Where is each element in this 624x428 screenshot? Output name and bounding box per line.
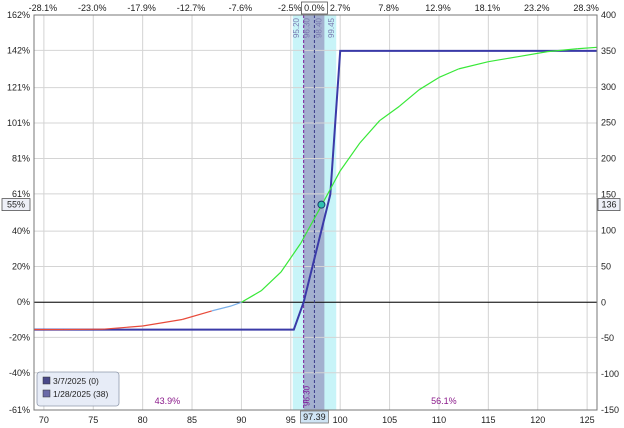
- right-tick-label-1: 350: [601, 46, 616, 56]
- left-tick-label-5: 61%: [12, 189, 30, 199]
- series-today-segment-10: [300, 207, 321, 244]
- right-tick-label-11: -150: [601, 405, 619, 415]
- top-tick-label-4: -7.6%: [229, 3, 253, 13]
- right-tick-label-3: 250: [601, 118, 616, 128]
- top-current-box: [301, 1, 328, 15]
- x-tick-label-105: 105: [382, 415, 397, 425]
- x-tick-label-95: 95: [286, 415, 296, 425]
- left-tick-label-6: 40%: [12, 226, 30, 236]
- right-tick-label-4: 200: [601, 154, 616, 164]
- right-tick-label-5: 150: [601, 190, 616, 200]
- series-today-segment-13: [359, 120, 381, 144]
- x-tick-label-115: 115: [481, 415, 495, 425]
- series-today-segment-19: [488, 56, 519, 63]
- right-tick-label-10: -100: [601, 369, 619, 379]
- legend-label-0: 3/7/2025 (0): [53, 376, 99, 386]
- x-tick-label-120: 120: [530, 415, 545, 425]
- top-tick-label-3: -12.7%: [177, 3, 206, 13]
- top-tick-label-8: 7.8%: [378, 3, 399, 13]
- x-tick-label-100: 100: [333, 415, 348, 425]
- top-tick-label-7: 2.7%: [330, 3, 351, 13]
- probability-label-1: 56.1%: [431, 396, 457, 406]
- current-point-marker: [317, 200, 326, 209]
- left-tick-label-8: 0%: [17, 297, 30, 307]
- x-tick-label-125: 125: [580, 415, 595, 425]
- series-today-segment-16: [418, 76, 440, 91]
- series-today-segment-5: [211, 305, 232, 312]
- left-tick-label-0: 162%: [7, 10, 30, 20]
- right-marker-label: 136: [601, 200, 616, 210]
- series-layer: [34, 46, 598, 331]
- x-tick-label-70: 70: [39, 415, 49, 425]
- left-tick-label-9: -20%: [9, 332, 30, 342]
- legend-box: [36, 371, 120, 407]
- x-tick-label-75: 75: [88, 415, 98, 425]
- series-today-segment-14: [379, 105, 400, 122]
- series-today-segment-20: [517, 51, 548, 58]
- series-today-segment-3: [142, 318, 183, 327]
- band-label-3: 99.45: [327, 17, 336, 38]
- top-tick-label-2: -17.9%: [127, 3, 156, 13]
- top-tick-label-1: -23.0%: [78, 3, 107, 13]
- series-today-segment-12: [339, 142, 361, 172]
- series-today-segment-17: [438, 68, 459, 79]
- legend[interactable]: 3/7/2025 (0) 1/28/2025 (38): [36, 371, 120, 407]
- left-marker-label: 55%: [7, 200, 25, 210]
- top-tick-label-5: -2.5%: [278, 3, 302, 13]
- legend-label-1: 1/28/2025 (38): [53, 389, 108, 399]
- left-tick-label-11: -61%: [9, 405, 30, 415]
- left-marker-box: [1, 198, 31, 212]
- grid-lines: [34, 14, 597, 411]
- series-today-segment-4: [181, 310, 212, 321]
- top-tick-label-6: 0.0%: [304, 3, 325, 13]
- series-today-segment-2: [103, 325, 143, 330]
- right-marker-box: [597, 198, 621, 212]
- band-label-0: 95.20: [292, 17, 301, 38]
- axes: 70 75 80 85 90 95 100 105 110 115 120 125 -28.1% -23.…: [7, 1, 619, 425]
- strike-label: 96.30: [303, 385, 312, 406]
- band-label-1: 96.30: [303, 17, 312, 38]
- current-price-box: [300, 410, 329, 424]
- right-tick-label-6: 100: [601, 225, 616, 235]
- left-tick-label-2: 121%: [7, 83, 30, 93]
- right-tick-label-7: 50: [601, 261, 611, 271]
- legend-swatch-0: [42, 376, 51, 385]
- right-tick-label-2: 300: [601, 82, 616, 92]
- series-today-segment-21: [547, 48, 578, 53]
- series-today-segment-15: [399, 89, 420, 107]
- left-tick-label-4: 81%: [12, 153, 30, 163]
- series-today-segment-7: [241, 290, 262, 303]
- left-tick-label-10: -40%: [9, 368, 30, 378]
- x-tick-label-90: 90: [236, 415, 246, 425]
- x-tick-label-80: 80: [138, 415, 148, 425]
- left-tick-label-7: 20%: [12, 262, 30, 272]
- band-label-2: 98.40: [314, 17, 323, 38]
- top-tick-label-11: 23.2%: [524, 3, 550, 13]
- left-tick-label-1: 142%: [7, 45, 30, 55]
- top-tick-label-0: -28.1%: [29, 3, 58, 13]
- right-tick-label-0: 400: [601, 10, 616, 20]
- x-tick-label-85: 85: [187, 415, 197, 425]
- x-tick-label-110: 110: [432, 415, 446, 425]
- left-tick-label-3: 101%: [7, 118, 30, 128]
- right-tick-label-9: -50: [601, 333, 614, 343]
- series-today-segment-9: [280, 243, 302, 273]
- plot-frame: [33, 14, 598, 411]
- series-today-segment-18: [458, 61, 489, 70]
- series-today-segment-6: [231, 301, 242, 307]
- series-today-segment-8: [260, 271, 282, 292]
- top-tick-label-10: 18.1%: [475, 3, 501, 13]
- series-expiration-line: [34, 49, 597, 331]
- legend-swatch-1: [42, 389, 51, 398]
- right-tick-label-8: 0: [601, 297, 606, 307]
- series-today-segment-22: [577, 46, 598, 50]
- vertical-lines: [303, 15, 315, 410]
- plot-border: [33, 14, 598, 411]
- current-price-label: 97.39: [303, 412, 326, 422]
- top-tick-label-12: 28.3%: [573, 3, 599, 13]
- top-tick-label-9: 12.9%: [425, 3, 451, 13]
- probability-label-0: 43.9%: [155, 396, 181, 406]
